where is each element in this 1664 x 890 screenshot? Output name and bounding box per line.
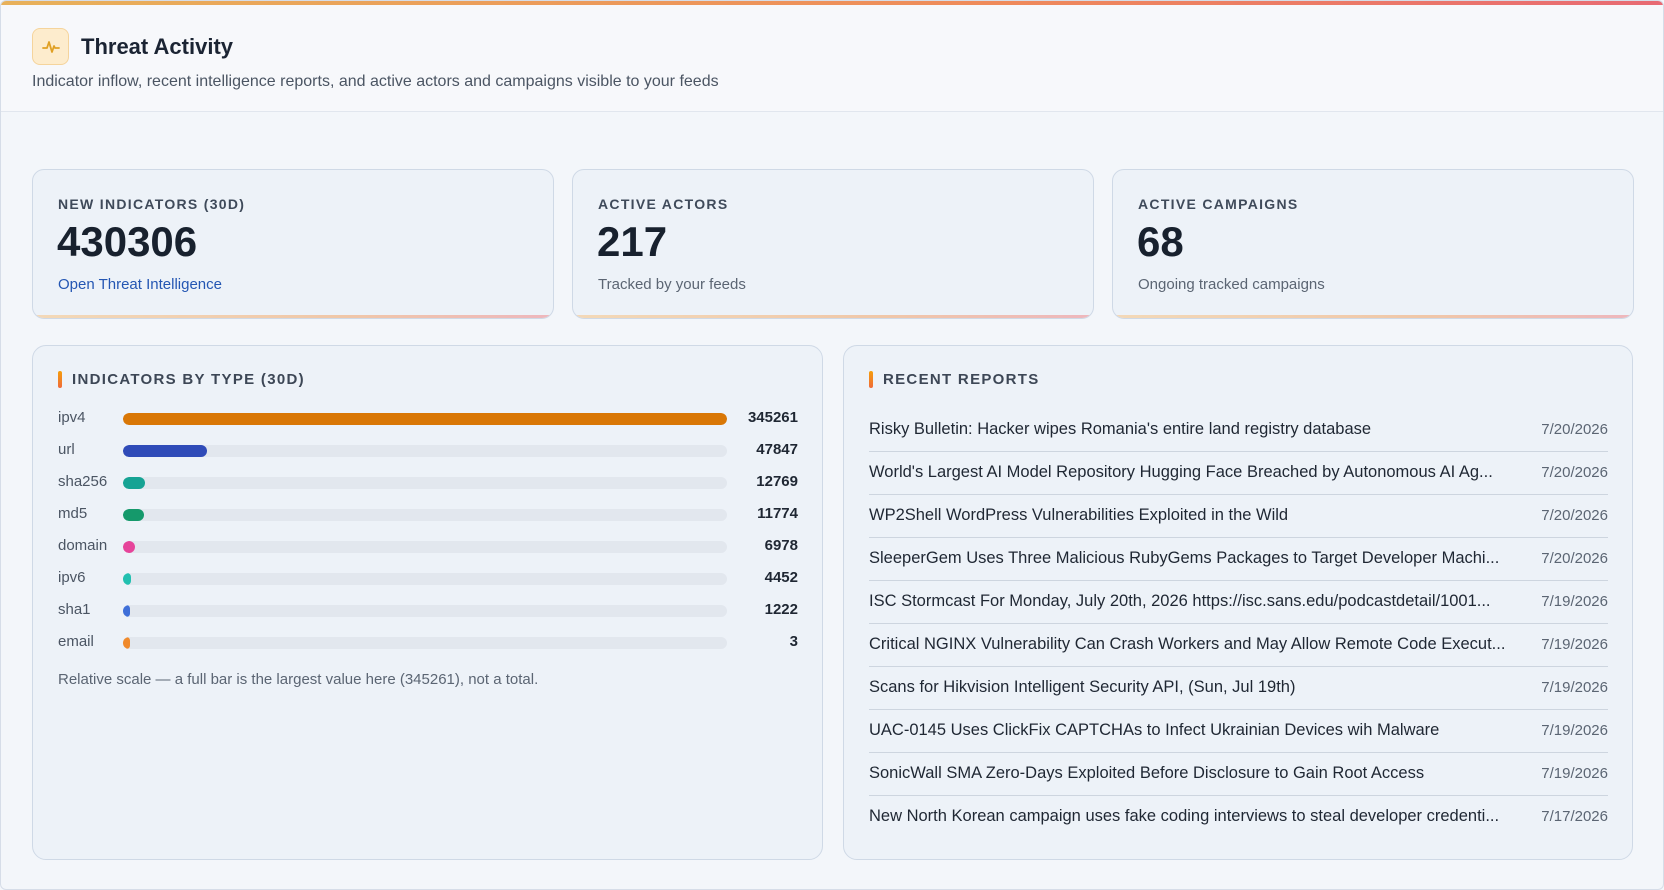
bar-url — [123, 445, 207, 457]
bar-value-label: 47847 — [756, 441, 798, 458]
bar-ipv4 — [123, 413, 727, 425]
stat-label: ACTIVE CAMPAIGNS — [1138, 196, 1299, 212]
bar-row-domain: domain 6978 — [58, 535, 798, 557]
report-date: 7/19/2026 — [1541, 593, 1608, 610]
bar-row-email: email 3 — [58, 631, 798, 653]
bar-track — [123, 605, 727, 617]
bar-value-label: 345261 — [747, 409, 798, 426]
report-row[interactable]: WP2Shell WordPress Vulnerabilities Explo… — [869, 495, 1608, 538]
title-row: Threat Activity — [32, 28, 233, 65]
report-row[interactable]: SleeperGem Uses Three Malicious RubyGems… — [869, 538, 1608, 581]
report-title[interactable]: Critical NGINX Vulnerability Can Crash W… — [869, 635, 1506, 653]
bar-track — [123, 445, 727, 457]
bar-label: sha256 — [58, 473, 108, 490]
open-threat-intelligence-link[interactable]: Open Threat Intelligence — [58, 276, 222, 293]
stat-value: 217 — [597, 218, 668, 265]
report-title[interactable]: ISC Stormcast For Monday, July 20th, 202… — [869, 592, 1491, 610]
bar-label: ipv4 — [58, 409, 86, 426]
bar-value-label: 11774 — [757, 505, 798, 522]
report-date: 7/19/2026 — [1541, 636, 1608, 653]
report-row[interactable]: SonicWall SMA Zero-Days Exploited Before… — [869, 753, 1608, 796]
bar-email — [123, 637, 130, 649]
activity-pulse-icon — [32, 28, 69, 65]
report-date: 7/17/2026 — [1541, 808, 1608, 825]
stat-caption: Ongoing tracked campaigns — [1138, 276, 1325, 293]
recent-reports-panel: RECENT REPORTS Risky Bulletin: Hacker wi… — [843, 345, 1633, 860]
bar-track — [123, 413, 727, 425]
report-row[interactable]: New North Korean campaign uses fake codi… — [869, 796, 1608, 839]
bar-sha1 — [123, 605, 130, 617]
bar-label: url — [58, 441, 75, 458]
report-row[interactable]: ISC Stormcast For Monday, July 20th, 202… — [869, 581, 1608, 624]
report-date: 7/19/2026 — [1541, 765, 1608, 782]
report-date: 7/19/2026 — [1541, 679, 1608, 696]
bar-domain — [123, 541, 135, 553]
report-date: 7/20/2026 — [1541, 507, 1608, 524]
page-subtitle: Indicator inflow, recent intelligence re… — [32, 73, 719, 90]
report-title[interactable]: World's Largest AI Model Repository Hugg… — [869, 463, 1493, 481]
bar-value-label: 3 — [789, 633, 798, 650]
bar-row-sha1: sha1 1222 — [58, 599, 798, 621]
bar-track — [123, 573, 727, 585]
bar-value-label: 12769 — [756, 473, 798, 490]
report-row[interactable]: Risky Bulletin: Hacker wipes Romania's e… — [869, 409, 1608, 452]
bar-row-url: url 47847 — [58, 439, 798, 461]
scale-note: Relative scale — a full bar is the large… — [58, 671, 539, 688]
bar-md5 — [123, 509, 144, 521]
stat-value: 430306 — [57, 218, 198, 265]
panel-title: RECENT REPORTS — [883, 371, 1040, 388]
report-date: 7/20/2026 — [1541, 421, 1608, 438]
page-header: Threat Activity Indicator inflow, recent… — [1, 5, 1663, 112]
report-row[interactable]: World's Largest AI Model Repository Hugg… — [869, 452, 1608, 495]
report-title[interactable]: New North Korean campaign uses fake codi… — [869, 807, 1500, 825]
report-row[interactable]: UAC-0145 Uses ClickFix CAPTCHAs to Infec… — [869, 710, 1608, 753]
bar-row-ipv4: ipv4 345261 — [58, 407, 798, 429]
bar-label: email — [58, 633, 94, 650]
bar-label: md5 — [58, 505, 88, 522]
bar-track — [123, 541, 727, 553]
report-title[interactable]: Scans for Hikvision Intelligent Security… — [869, 678, 1296, 696]
bar-value-label: 4452 — [764, 569, 798, 586]
bar-ipv6 — [123, 573, 131, 585]
report-title[interactable]: SonicWall SMA Zero-Days Exploited Before… — [869, 764, 1425, 782]
accent-topline — [1, 1, 1663, 5]
stat-card-active-campaigns: ACTIVE CAMPAIGNS 68 Ongoing tracked camp… — [1112, 169, 1634, 319]
bar-value-label: 1222 — [764, 601, 798, 618]
bar-track — [123, 637, 727, 649]
report-row[interactable]: Critical NGINX Vulnerability Can Crash W… — [869, 624, 1608, 667]
stat-value: 68 — [1137, 218, 1184, 265]
report-date: 7/20/2026 — [1541, 550, 1608, 567]
indicators-by-type-panel: INDICATORS BY TYPE (30D) ipv4 345261 url 47… — [32, 345, 823, 860]
bar-row-md5: md5 11774 — [58, 503, 798, 525]
report-title[interactable]: UAC-0145 Uses ClickFix CAPTCHAs to Infec… — [869, 721, 1440, 739]
bar-row-ipv6: ipv6 4452 — [58, 567, 798, 589]
bar-row-sha256: sha256 12769 — [58, 471, 798, 493]
bar-label: domain — [58, 537, 108, 554]
heading-accent-mark — [869, 371, 873, 388]
stat-label: NEW INDICATORS (30D) — [58, 196, 246, 212]
stat-caption: Tracked by your feeds — [598, 276, 746, 293]
report-title[interactable]: Risky Bulletin: Hacker wipes Romania's e… — [869, 420, 1372, 438]
bar-value-label: 6978 — [764, 537, 798, 554]
stat-card-new-indicators: NEW INDICATORS (30D) 430306 Open Threat … — [32, 169, 554, 319]
bar-label: ipv6 — [58, 569, 86, 586]
bar-label: sha1 — [58, 601, 91, 618]
stat-card-active-actors: ACTIVE ACTORS 217 Tracked by your feeds — [572, 169, 1094, 319]
panel-title: INDICATORS BY TYPE (30D) — [72, 371, 305, 388]
bar-sha256 — [123, 477, 145, 489]
bar-track — [123, 477, 727, 489]
page-title: Threat Activity — [81, 33, 234, 59]
stat-label: ACTIVE ACTORS — [598, 196, 729, 212]
panel-heading: INDICATORS BY TYPE (30D) — [58, 371, 305, 388]
bar-track — [123, 509, 727, 521]
report-row[interactable]: Scans for Hikvision Intelligent Security… — [869, 667, 1608, 710]
report-date: 7/19/2026 — [1541, 722, 1608, 739]
panel-heading: RECENT REPORTS — [869, 371, 1040, 388]
report-title[interactable]: WP2Shell WordPress Vulnerabilities Explo… — [869, 506, 1289, 524]
report-title[interactable]: SleeperGem Uses Three Malicious RubyGems… — [869, 549, 1500, 567]
heading-accent-mark — [58, 371, 62, 388]
report-date: 7/20/2026 — [1541, 464, 1608, 481]
